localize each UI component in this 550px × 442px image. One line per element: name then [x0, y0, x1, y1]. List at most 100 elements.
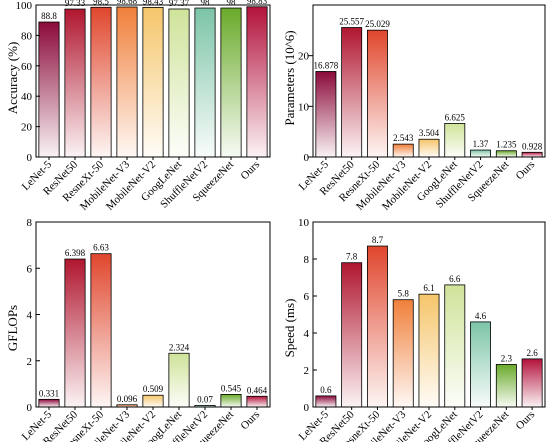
- gflops-y-tick-label: 4: [27, 310, 33, 322]
- speed-y-tick-label: 10: [298, 217, 310, 229]
- gflops-value-label-shufflenetv2: 0.07: [197, 394, 213, 404]
- speed-value-label-mobilenet-v2: 6.1: [423, 283, 434, 293]
- gflops-value-label-mobilenet-v2: 0.509: [143, 384, 164, 394]
- accuracy-chart: Accuracy (%) 88.8LeNet-597.33ResNet5098.…: [5, 0, 271, 213]
- gflops-bar-lenet-5: [38, 398, 60, 408]
- accuracy-bar-resnext-50: [90, 6, 112, 158]
- parameters-y-tick-label: 0: [304, 152, 310, 164]
- speed-value-label-squeezenet: 2.3: [501, 353, 513, 363]
- speed-bar-shufflenetv2: [470, 321, 492, 408]
- gflops-y-tick-label: 2: [27, 356, 33, 368]
- speed-y-tick-label: 6: [304, 291, 310, 303]
- gflops-bar-googlenet: [168, 352, 190, 408]
- gflops-category-label-ours: Ours: [239, 409, 263, 433]
- speed-value-label-lenet-5: 0.6: [320, 385, 332, 395]
- parameters-bar-ours: [521, 151, 543, 158]
- parameters-y-tick-label: 20: [298, 51, 310, 63]
- accuracy-category-label-ours: Ours: [239, 159, 263, 183]
- accuracy-bar-mobilenet-v2: [142, 6, 164, 158]
- parameters-bar-googlenet: [444, 123, 466, 158]
- accuracy-bar-lenet-5: [38, 21, 60, 158]
- speed-y-tick-label: 4: [304, 328, 310, 340]
- accuracy-value-label-resnet50: 97.33: [65, 0, 86, 8]
- gflops-y-tick-label: 8: [27, 217, 33, 229]
- parameters-value-label-resnext-50: 25.029: [365, 19, 390, 29]
- accuracy-value-label-shufflenetv2: 98: [201, 0, 211, 7]
- speed-bar-resnext-50: [366, 245, 388, 408]
- parameters-value-label-mobilenet-v2: 3.504: [419, 128, 440, 138]
- parameters-y-tick-label: 10: [298, 101, 310, 113]
- parameters-value-label-shufflenetv2: 1.37: [473, 139, 489, 149]
- accuracy-y-tick-label: 40: [21, 91, 33, 103]
- accuracy-value-label-mobilenet-v3: 98.68: [117, 0, 138, 6]
- gflops-bar-squeezenet: [220, 393, 242, 408]
- accuracy-value-label-resnext-50: 98.5: [93, 0, 109, 6]
- parameters-category-label-ours: Ours: [514, 159, 538, 183]
- speed-bar-googlenet: [444, 284, 466, 408]
- gflops-value-label-resnet50: 6.398: [65, 248, 86, 258]
- parameters-bar-mobilenet-v2: [418, 138, 440, 158]
- accuracy-bar-mobilenet-v3: [116, 6, 138, 158]
- accuracy-y-tick-label: 80: [21, 30, 33, 42]
- speed-y-axis-label: Speed (ms): [282, 299, 297, 358]
- gflops-value-label-googlenet: 2.324: [169, 342, 190, 352]
- accuracy-value-label-googlenet: 97.37: [169, 0, 190, 8]
- parameters-bar-shufflenetv2: [470, 149, 492, 158]
- speed-y-tick-label: 0: [304, 402, 310, 414]
- gflops-y-tick-label: 0: [27, 402, 33, 414]
- gflops-bar-ours: [246, 395, 268, 408]
- parameters-value-label-googlenet: 6.625: [445, 112, 466, 122]
- gflops-y-tick-label: 6: [27, 263, 33, 275]
- parameters-value-label-ours: 0.928: [522, 141, 543, 151]
- accuracy-value-label-squeezenet: 98: [227, 0, 237, 7]
- parameters-y-axis-label: Parameters (10^6): [282, 30, 297, 125]
- parameters-value-label-squeezenet: 1.235: [496, 140, 517, 150]
- speed-value-label-resnet50: 7.8: [346, 252, 358, 262]
- speed-bar-mobilenet-v3: [392, 299, 414, 408]
- accuracy-bar-resnet50: [64, 8, 86, 158]
- speed-chart: Speed (ms) 0.6LeNet-57.8ResNet508.7Resne…: [282, 217, 546, 442]
- accuracy-y-tick-label: 20: [21, 122, 33, 134]
- speed-bar-resnet50: [341, 262, 363, 408]
- gflops-chart: GFLOPs 0.331LeNet-56.398ResNet506.63Resn…: [5, 217, 271, 442]
- accuracy-bar-ours: [246, 6, 268, 158]
- gflops-value-label-squeezenet: 0.545: [221, 383, 242, 393]
- parameters-value-label-resnet50: 25.557: [339, 17, 364, 27]
- accuracy-value-label-mobilenet-v2: 98.43: [143, 0, 164, 6]
- speed-value-label-ours: 2.6: [526, 348, 538, 358]
- speed-bar-mobilenet-v2: [418, 293, 440, 408]
- speed-bar-squeezenet: [495, 364, 517, 408]
- accuracy-value-label-ours: 98.83: [247, 0, 268, 6]
- parameters-value-label-lenet-5: 16.878: [314, 60, 339, 70]
- accuracy-y-tick-label: 60: [21, 61, 33, 73]
- accuracy-y-tick-label: 0: [27, 152, 33, 164]
- accuracy-y-axis-label: Accuracy (%): [5, 42, 20, 115]
- gflops-value-label-mobilenet-v3: 0.096: [117, 394, 138, 404]
- accuracy-bar-shufflenetv2: [194, 7, 216, 158]
- gflops-value-label-lenet-5: 0.331: [39, 388, 59, 398]
- speed-bar-lenet-5: [315, 395, 337, 408]
- parameters-bar-resnext-50: [366, 29, 388, 158]
- accuracy-bar-squeezenet: [220, 7, 242, 158]
- accuracy-bar-googlenet: [168, 8, 190, 158]
- speed-value-label-googlenet: 6.6: [449, 274, 461, 284]
- parameters-bar-squeezenet: [495, 150, 517, 158]
- speed-bar-ours: [521, 358, 543, 408]
- speed-y-tick-label: 2: [304, 365, 310, 377]
- gflops-value-label-ours: 0.464: [247, 385, 268, 395]
- parameters-value-label-mobilenet-v3: 2.543: [393, 133, 414, 143]
- parameters-chart: Parameters (10^6) 16.878LeNet-525.557Res…: [282, 4, 546, 213]
- parameters-bar-mobilenet-v3: [392, 143, 414, 158]
- gflops-bar-resnext-50: [90, 253, 112, 408]
- parameters-bar-resnet50: [341, 27, 363, 158]
- gflops-bar-resnet50: [64, 258, 86, 408]
- speed-value-label-shufflenetv2: 4.6: [475, 311, 487, 321]
- gflops-value-label-resnext-50: 6.63: [93, 243, 109, 253]
- gflops-bar-mobilenet-v2: [142, 394, 164, 408]
- speed-value-label-resnext-50: 8.7: [372, 235, 384, 245]
- accuracy-y-tick-label: 100: [16, 0, 33, 12]
- speed-value-label-mobilenet-v3: 5.8: [398, 289, 410, 299]
- speed-y-tick-label: 8: [304, 254, 310, 266]
- speed-category-label-ours: Ours: [514, 409, 538, 433]
